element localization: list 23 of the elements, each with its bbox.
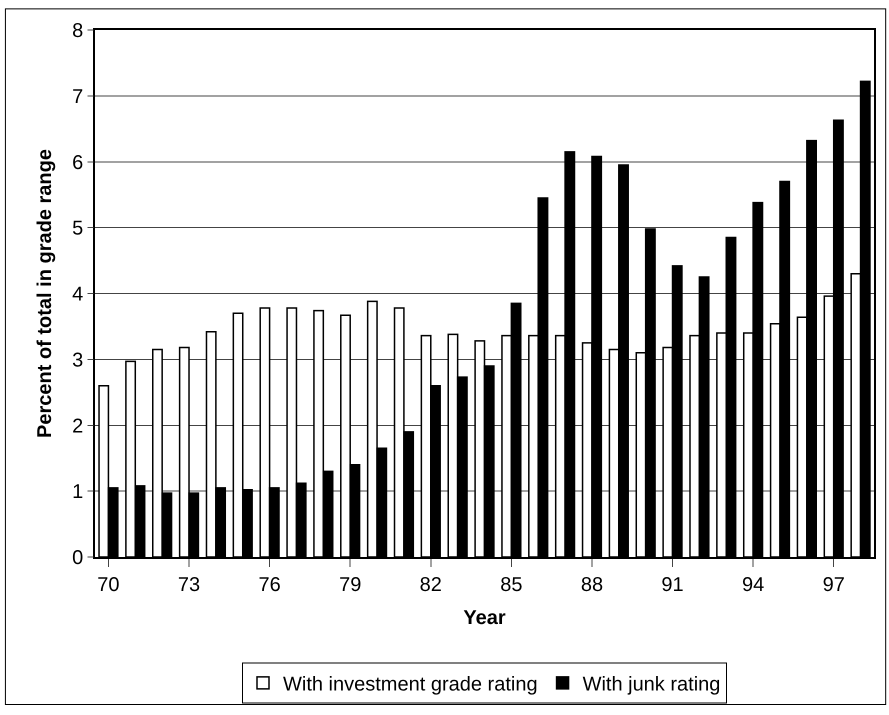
y-tick-label: 1 [72,481,84,504]
x-axis-title: Year [463,606,506,629]
x-tick-label: 91 [661,574,684,596]
x-tick-label: 88 [580,574,604,596]
x-tick-label: 97 [822,574,845,596]
x-tick-label: 76 [258,574,281,596]
y-tick-label: 7 [72,86,84,108]
x-tick-label: 73 [178,574,200,596]
x-tick-label: 85 [500,574,522,596]
x-tick-label: 70 [97,574,120,596]
legend-label: With junk rating [582,674,720,696]
y-tick-label: 6 [72,152,84,174]
x-tick-label: 82 [420,574,442,596]
y-tick-label: 8 [72,20,84,42]
y-tick-label: 0 [72,547,84,569]
x-tick-label: 79 [339,574,362,596]
y-tick-label: 2 [72,415,84,438]
y-tick-label: 5 [72,218,84,240]
legend-label: With investment grade rating [283,674,538,696]
y-tick-label: 4 [72,284,84,306]
x-tick-label: 94 [742,574,764,596]
y-tick-label: 3 [72,349,84,372]
y-axis-title: Percent of total in grade range [34,149,56,438]
